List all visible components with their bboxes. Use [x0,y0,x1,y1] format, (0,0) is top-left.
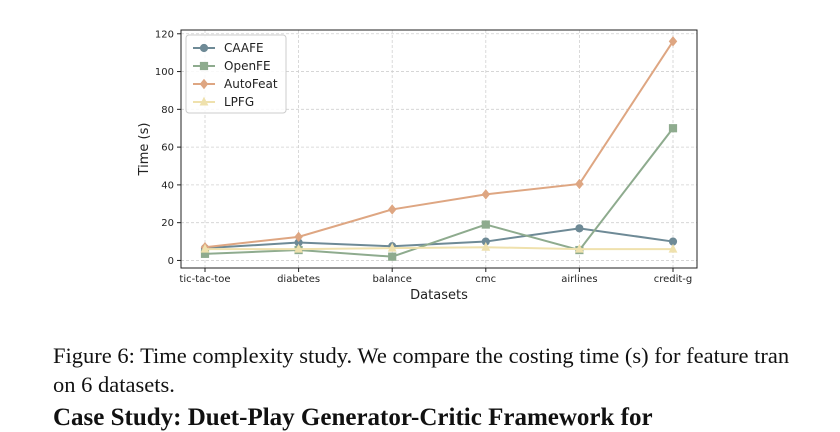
legend-item: AutoFeat [193,77,278,91]
plot-area-frame [180,29,698,269]
line-chart: 0 20 40 60 80 100 120 tic-tac-toe diabetes balanc… [137,29,698,303]
legend-marker [199,43,209,53]
legend-marker [199,96,209,106]
legend-label: LPFG [224,95,254,109]
y-tick-label: 100 [155,67,174,78]
x-tick-label: tic-tac-toe [179,274,230,285]
y-tick-label: 120 [155,29,174,40]
data-point-autofeat [294,231,303,243]
data-point-lpfg [200,243,210,253]
axis-ticks: 0 20 40 60 80 100 120 tic-tac-toe diabetes balanc… [155,29,692,285]
x-tick-label: cmc [475,274,496,285]
y-tick-label: 60 [161,143,174,154]
x-tick-label: credit-g [654,274,693,285]
data-point-autofeat [481,189,491,200]
figure-caption: Figure 6: Time complexity study. We comp… [53,343,790,397]
x-axis-label: Datasets [410,288,468,303]
data-point-openfe [668,124,678,133]
data-point-openfe [388,252,397,261]
series-lines [200,36,678,261]
data-point-autofeat [575,178,584,190]
y-axis-label: Time (s) [137,123,152,177]
data-point-lpfg [294,243,304,253]
legend-label: CAAFE [224,41,264,55]
legend-marker [199,61,209,71]
y-tick-label: 80 [161,105,174,116]
data-point-autofeat [668,36,678,47]
data-point-openfe [481,220,490,229]
legend-box [185,34,287,114]
chart-legend: CAAFE OpenFE AutoFeat LPFG [185,34,287,114]
legend-item: CAAFE [193,41,264,55]
legend-item: LPFG [193,95,254,109]
data-point-lpfg [574,243,584,253]
data-point-lpfg [668,243,678,253]
x-tick-label: diabetes [277,274,320,285]
series-line-caafe [204,227,674,250]
y-tick-label: 40 [161,180,174,191]
legend-label: AutoFeat [224,77,278,91]
y-tick-label: 20 [161,218,174,229]
legend-item: OpenFE [193,59,271,73]
series-line-autofeat [204,40,674,249]
section-heading: Case Study: Duet-Play Generator-Critic F… [53,404,653,431]
legend-marker [199,78,209,90]
series-line-openfe [204,127,674,258]
legend-label: OpenFE [224,59,271,73]
data-point-caafe [575,224,584,233]
y-tick-label: 0 [168,256,174,267]
x-tick-label: airlines [561,274,597,285]
series-line-lpfg [205,246,673,251]
x-tick-label: balance [373,274,412,285]
data-point-autofeat [387,204,397,215]
data-point-lpfg [387,242,397,252]
series-lpfg [200,241,678,253]
data-point-lpfg [481,241,491,251]
